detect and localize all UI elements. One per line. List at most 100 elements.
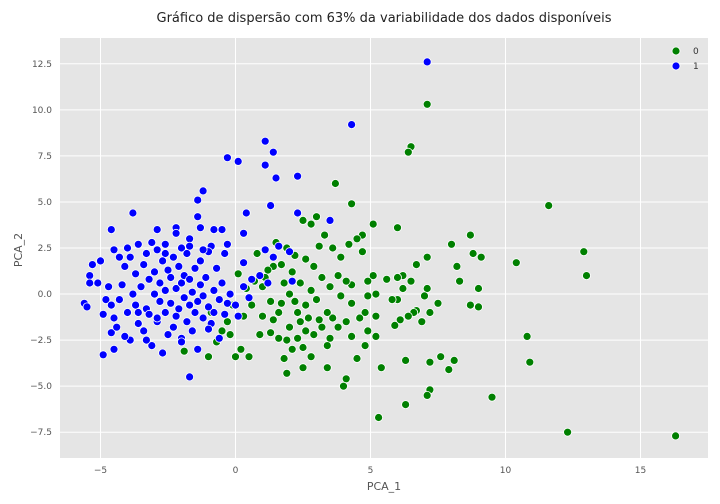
data-point-series-0 <box>422 99 432 109</box>
data-point-series-1 <box>190 308 200 317</box>
data-point-series-1 <box>123 308 132 317</box>
data-point-series-0 <box>314 241 324 251</box>
data-point-series-1 <box>168 322 178 332</box>
data-point-series-1 <box>104 282 113 292</box>
legend-label-series-0: 0 <box>693 47 699 57</box>
data-point-series-0 <box>225 330 235 340</box>
data-point-series-0 <box>244 352 254 362</box>
data-point-series-0 <box>476 252 486 262</box>
data-point-series-0 <box>287 344 297 354</box>
x-axis-label: PCA_1 <box>367 480 401 493</box>
data-point-series-1 <box>185 274 195 284</box>
data-point-series-0 <box>411 260 421 270</box>
data-point-series-1 <box>195 256 205 266</box>
data-point-series-1 <box>266 201 276 211</box>
data-point-series-0 <box>247 300 257 310</box>
data-point-series-1 <box>233 311 243 321</box>
data-point-series-0 <box>420 291 429 301</box>
data-point-series-1 <box>109 245 119 255</box>
data-point-series-0 <box>455 276 465 286</box>
y-tick-label: 12.5 <box>32 60 52 70</box>
data-point-series-1 <box>204 302 213 312</box>
data-point-series-1 <box>115 295 124 305</box>
data-point-series-1 <box>98 309 108 319</box>
data-point-series-1 <box>185 372 195 382</box>
data-point-series-1 <box>260 160 270 170</box>
data-point-series-0 <box>301 254 311 264</box>
data-point-series-0 <box>511 258 521 268</box>
data-point-series-1 <box>123 243 132 253</box>
data-point-series-1 <box>98 350 108 360</box>
data-point-series-1 <box>214 295 224 305</box>
data-point-series-0 <box>376 363 386 373</box>
data-point-series-1 <box>131 300 141 310</box>
data-point-series-1 <box>115 252 124 262</box>
data-point-series-0 <box>401 400 411 410</box>
data-point-series-0 <box>314 315 324 325</box>
data-point-series-1 <box>220 309 230 319</box>
y-tick-label: 5.0 <box>38 198 53 208</box>
data-point-series-1 <box>293 171 303 181</box>
data-point-series-1 <box>193 296 203 306</box>
data-points <box>79 57 680 441</box>
data-point-series-1 <box>139 260 149 270</box>
data-point-series-0 <box>322 308 332 317</box>
data-point-series-1 <box>179 293 189 303</box>
data-point-series-1 <box>160 249 170 258</box>
data-point-series-0 <box>341 317 351 327</box>
data-point-series-1 <box>160 308 170 317</box>
data-point-series-0 <box>255 330 265 340</box>
data-point-series-0 <box>179 346 189 356</box>
data-point-series-1 <box>274 241 284 251</box>
data-point-series-1 <box>106 328 116 338</box>
data-point-series-0 <box>436 352 446 362</box>
data-point-series-0 <box>317 322 327 332</box>
data-point-series-1 <box>136 282 146 292</box>
data-point-series-1 <box>193 195 203 205</box>
data-point-series-0 <box>330 179 340 188</box>
data-point-series-0 <box>422 284 432 293</box>
legend: 0 1 <box>671 46 699 72</box>
data-point-series-1 <box>147 341 157 351</box>
data-point-series-0 <box>293 308 303 317</box>
data-point-series-1 <box>185 300 195 310</box>
data-point-series-1 <box>93 278 103 288</box>
data-point-series-1 <box>260 245 270 255</box>
data-point-series-1 <box>168 252 178 262</box>
data-point-series-0 <box>347 199 357 209</box>
data-point-series-1 <box>217 225 227 235</box>
data-point-series-0 <box>282 335 292 345</box>
data-point-series-1 <box>177 337 186 347</box>
data-point-series-1 <box>195 223 205 233</box>
data-point-series-0 <box>344 239 354 249</box>
data-point-series-1 <box>220 249 230 258</box>
data-point-series-0 <box>333 322 343 332</box>
data-point-series-0 <box>285 289 294 299</box>
data-point-series-0 <box>217 326 227 336</box>
chart-title: Gráfico de dispersão com 63% da variabil… <box>157 11 612 26</box>
data-point-series-0 <box>393 273 402 282</box>
data-point-series-0 <box>336 252 346 262</box>
data-point-series-0 <box>352 234 362 244</box>
data-point-series-1 <box>177 278 186 288</box>
data-point-series-1 <box>287 276 297 286</box>
data-point-series-0 <box>403 311 413 321</box>
data-point-series-1 <box>231 300 240 310</box>
data-point-series-0 <box>204 352 213 362</box>
data-point-series-1 <box>271 173 281 183</box>
data-point-series-1 <box>268 147 278 157</box>
data-point-series-0 <box>309 330 319 340</box>
data-point-series-0 <box>363 326 373 336</box>
data-point-series-0 <box>382 274 392 284</box>
data-point-series-0 <box>279 354 289 363</box>
data-point-series-0 <box>387 295 397 305</box>
data-point-series-0 <box>368 271 378 281</box>
data-point-series-1 <box>158 348 168 358</box>
data-point-series-1 <box>171 228 181 238</box>
data-point-series-1 <box>260 136 270 146</box>
data-point-series-0 <box>339 381 348 391</box>
data-point-series-0 <box>474 284 483 293</box>
data-point-series-0 <box>563 427 572 437</box>
data-point-series-1 <box>174 261 184 271</box>
